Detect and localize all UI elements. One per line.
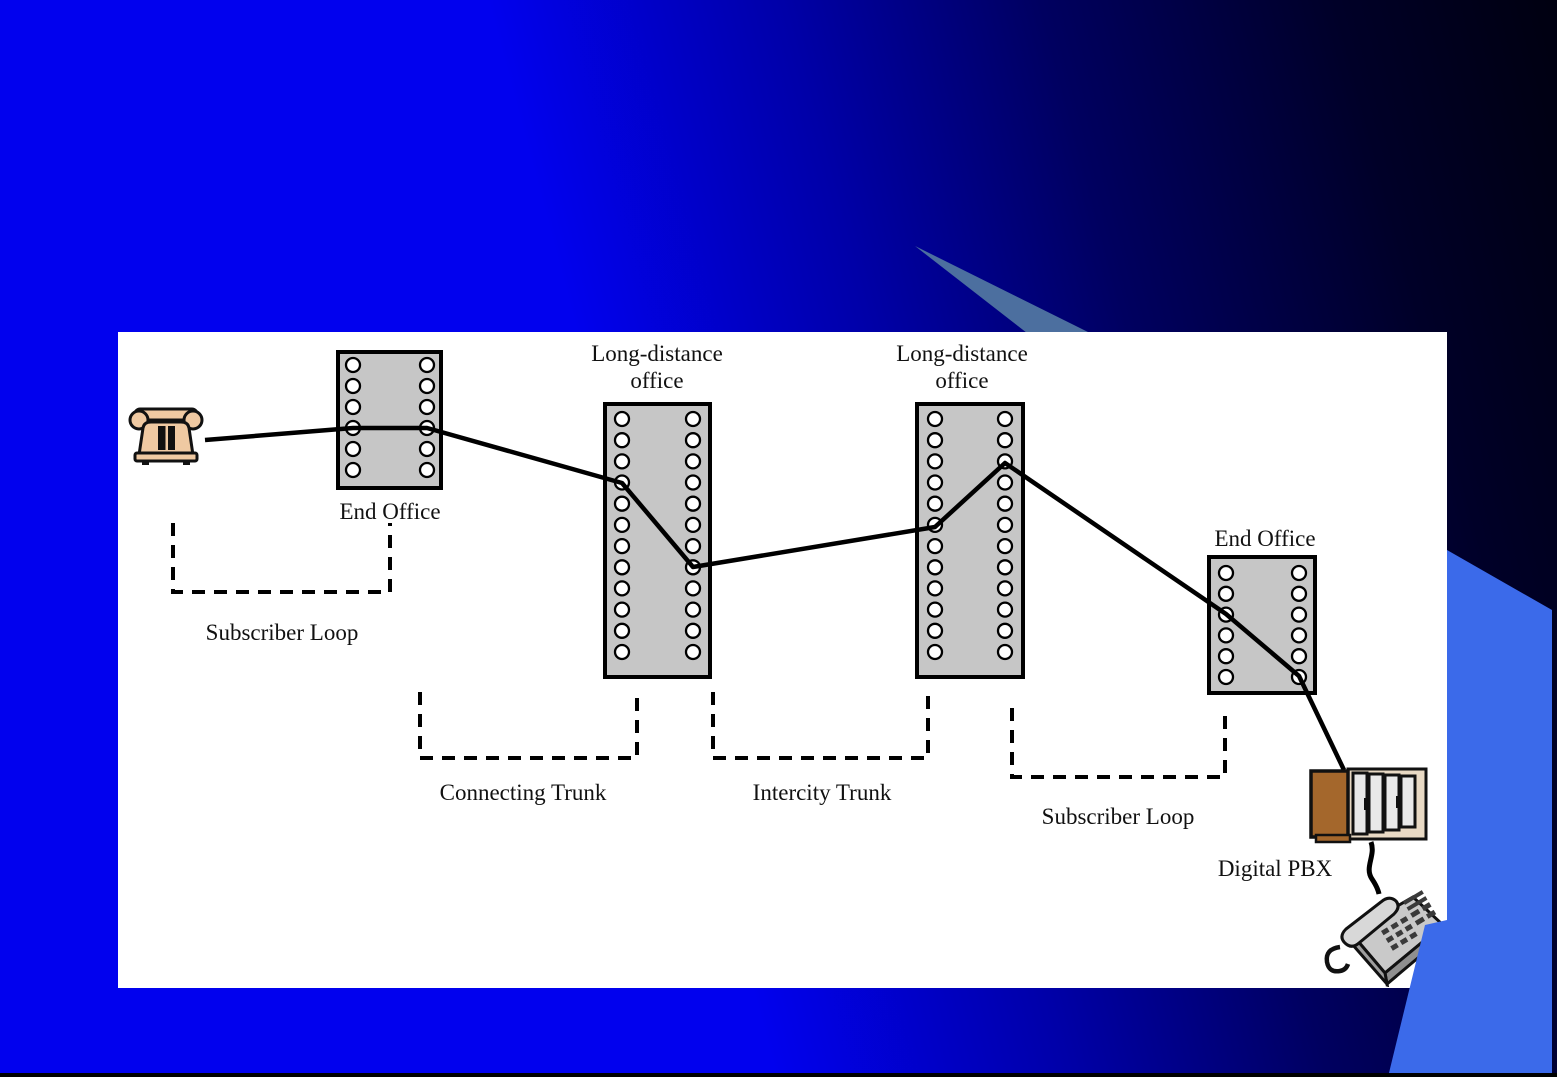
digital-pbx-cabinet-icon bbox=[1309, 767, 1428, 844]
switch-port-circle bbox=[926, 559, 944, 576]
switch-port-circle bbox=[613, 601, 631, 618]
diagram-panel: Long-distance office Long-distance offic… bbox=[118, 332, 1447, 988]
switch-port-circle bbox=[1290, 585, 1308, 602]
end-office-1-ports bbox=[344, 356, 436, 479]
digital-pbx-label: Digital PBX bbox=[1217, 856, 1333, 881]
switch-port-circle bbox=[684, 495, 702, 512]
switch-port-circle bbox=[613, 622, 631, 639]
switch-port-circle bbox=[926, 474, 944, 491]
switch-port-circle bbox=[684, 474, 702, 491]
long-distance-office-1-label: Long-distance office bbox=[591, 341, 723, 393]
switch-port-circle bbox=[996, 643, 1014, 661]
subscriber-loop-2-label: Subscriber Loop bbox=[1041, 804, 1195, 829]
switch-port-circle bbox=[613, 559, 631, 576]
switch-port-circle bbox=[996, 559, 1014, 576]
switch-port-circle bbox=[926, 643, 944, 661]
end-office-2-ports bbox=[1217, 564, 1308, 686]
switch-port-circle bbox=[613, 432, 631, 449]
switch-port-circle bbox=[996, 432, 1014, 449]
switch-port-circle bbox=[926, 432, 944, 449]
switch-port-circle bbox=[613, 495, 631, 512]
switch-port-circle bbox=[996, 474, 1014, 491]
switch-port-circle bbox=[418, 377, 436, 395]
switch-port-circle bbox=[684, 410, 702, 428]
connecting-trunk-bracket bbox=[418, 692, 639, 760]
switch-port-circle bbox=[1217, 627, 1235, 644]
rotary-telephone-icon bbox=[128, 407, 204, 465]
switch-port-circle bbox=[684, 580, 702, 597]
switch-port-circle bbox=[613, 537, 631, 555]
long-distance-office-2-label: Long-distance office bbox=[896, 341, 1028, 393]
telephone-network-diagram bbox=[171, 350, 1382, 895]
switch-port-circle bbox=[684, 601, 702, 618]
subscriber-loop-2-bracket bbox=[1010, 708, 1227, 779]
switch-port-circle bbox=[1217, 564, 1235, 582]
switch-port-circle bbox=[1290, 648, 1308, 665]
long-distance-office-1-ports bbox=[613, 410, 702, 661]
switch-port-circle bbox=[684, 516, 702, 534]
switch-port-circle bbox=[684, 622, 702, 639]
switch-port-circle bbox=[344, 440, 362, 458]
intercity-trunk-label: Intercity Trunk bbox=[752, 780, 892, 805]
subscriber-loop-1-bracket bbox=[171, 523, 392, 594]
switch-port-circle bbox=[418, 440, 436, 458]
switch-port-circle bbox=[344, 461, 362, 479]
subscriber-loop-1-label: Subscriber Loop bbox=[205, 620, 359, 645]
switch-port-circle bbox=[926, 495, 944, 512]
switch-port-circle bbox=[613, 580, 631, 597]
switch-port-circle bbox=[344, 356, 362, 374]
connecting-trunk-label: Connecting Trunk bbox=[439, 780, 607, 805]
switch-port-circle bbox=[344, 377, 362, 395]
switch-port-circle bbox=[926, 622, 944, 639]
switch-port-circle bbox=[1217, 585, 1235, 602]
switch-port-circle bbox=[996, 580, 1014, 597]
switch-port-circle bbox=[926, 453, 944, 470]
switch-port-circle bbox=[684, 643, 702, 661]
background-diagonal-beam bbox=[915, 246, 1090, 333]
call-path-line bbox=[204, 425, 1347, 771]
switch-port-circle bbox=[926, 580, 944, 597]
switch-port-circle bbox=[996, 622, 1014, 639]
switch-port-circle bbox=[684, 432, 702, 449]
switch-port-circle bbox=[1290, 627, 1308, 644]
switch-port-circle bbox=[926, 601, 944, 618]
switch-port-circle bbox=[996, 516, 1014, 534]
switch-port-circle bbox=[613, 453, 631, 470]
pbx-phone-cord bbox=[1366, 841, 1382, 895]
switch-port-circle bbox=[1290, 606, 1308, 623]
switch-port-circle bbox=[613, 643, 631, 661]
switch-port-circle bbox=[996, 410, 1014, 428]
switch-port-circle bbox=[996, 601, 1014, 618]
end-office-2-label: End Office bbox=[1214, 526, 1316, 551]
bottom-black-bar bbox=[0, 1073, 1557, 1077]
switch-port-circle bbox=[613, 410, 631, 428]
switch-port-circle bbox=[344, 398, 362, 416]
switch-port-circle bbox=[1290, 564, 1308, 582]
switch-port-circle bbox=[926, 410, 944, 428]
intercity-trunk-bracket bbox=[711, 692, 930, 760]
switch-port-circle bbox=[1217, 648, 1235, 665]
switch-port-circle bbox=[418, 461, 436, 479]
switch-port-circle bbox=[926, 537, 944, 555]
switch-port-circle bbox=[996, 537, 1014, 555]
switch-port-circle bbox=[684, 453, 702, 470]
switch-port-circle bbox=[613, 516, 631, 534]
switch-port-circle bbox=[1217, 668, 1235, 686]
switch-port-circle bbox=[418, 398, 436, 416]
switch-port-circle bbox=[684, 537, 702, 555]
end-office-1-label: End Office bbox=[339, 499, 441, 524]
switch-port-circle bbox=[996, 495, 1014, 512]
long-distance-office-2-ports bbox=[926, 410, 1014, 661]
switch-port-circle bbox=[418, 356, 436, 374]
